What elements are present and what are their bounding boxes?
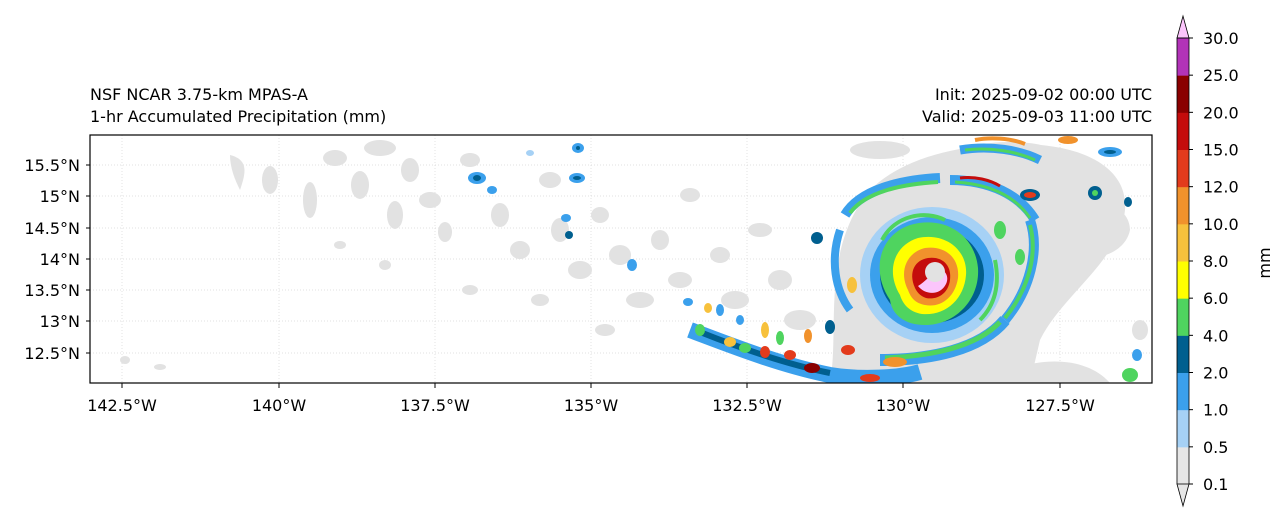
colorbar-tick-label: 2.0 bbox=[1203, 364, 1228, 383]
colorbar-segment bbox=[1177, 261, 1189, 299]
colorbar-segment bbox=[1177, 75, 1189, 113]
colorbar-tick-label: 0.1 bbox=[1203, 475, 1228, 494]
lon-tick-label: 132.5°W bbox=[712, 396, 782, 415]
lat-tick-label: 15°N bbox=[40, 187, 80, 206]
lat-tick-label: 13.5°N bbox=[24, 281, 80, 300]
colorbar-tick-label: 15.0 bbox=[1203, 141, 1239, 160]
colorbar-segment bbox=[1177, 223, 1189, 262]
colorbar-segment bbox=[1177, 409, 1189, 448]
colorbar-extend-min bbox=[1176, 483, 1190, 508]
colorbar-segment bbox=[1177, 335, 1189, 373]
lon-tick-label: 137.5°W bbox=[400, 396, 470, 415]
lat-tick-label: 12.5°N bbox=[24, 344, 80, 363]
lat-tick-label: 13°N bbox=[40, 312, 80, 331]
colorbar-tick-label: 4.0 bbox=[1203, 326, 1228, 345]
colorbar-tick-label: 0.5 bbox=[1203, 438, 1228, 457]
lat-tick-label: 14.5°N bbox=[24, 219, 80, 238]
map-panel bbox=[89, 134, 1153, 384]
colorbar-segment bbox=[1177, 186, 1189, 225]
valid-time: Valid: 2025-09-03 11:00 UTC bbox=[921, 107, 1152, 126]
lat-axis: 15.5°N 15°N 14.5°N 14°N 13.5°N 13°N 12.5… bbox=[24, 156, 90, 363]
colorbar-segment bbox=[1177, 372, 1189, 411]
colorbar-extend-max bbox=[1176, 14, 1190, 39]
colorbar-tick-label: 30.0 bbox=[1203, 29, 1239, 48]
lon-tick-label: 140°W bbox=[252, 396, 307, 415]
lon-tick-label: 135°W bbox=[564, 396, 619, 415]
colorbar-unit-label: mm bbox=[1255, 247, 1274, 278]
precip-rainband-outer bbox=[860, 207, 1004, 343]
colorbar-segment bbox=[1177, 112, 1189, 150]
title-right: Init: 2025-09-02 00:00 UTC Valid: 2025-0… bbox=[922, 84, 1152, 128]
colorbar-tick-label: 6.0 bbox=[1203, 289, 1228, 308]
colorbar: 0.1 0.5 1.0 2.0 4.0 6.0 8.0 10.0 12.0 15.0 20.0 25.… bbox=[1176, 14, 1239, 508]
lon-tick-label: 142.5°W bbox=[87, 396, 157, 415]
colorbar-tick-label: 1.0 bbox=[1203, 401, 1228, 420]
colorbar-tick-label: 12.0 bbox=[1203, 178, 1239, 197]
title-left: NSF NCAR 3.75-km MPAS-A 1-hr Accumulated… bbox=[90, 84, 386, 128]
colorbar-segment bbox=[1177, 149, 1189, 188]
colorbar-tick-label: 25.0 bbox=[1203, 66, 1239, 85]
init-time: Init: 2025-09-02 00:00 UTC bbox=[934, 85, 1152, 104]
colorbar-segment bbox=[1177, 298, 1189, 336]
lon-tick-label: 127.5°W bbox=[1025, 396, 1095, 415]
model-name: NSF NCAR 3.75-km MPAS-A bbox=[90, 85, 308, 104]
precip-scattered-cells bbox=[468, 143, 637, 271]
lon-tick-label: 130°W bbox=[876, 396, 931, 415]
colorbar-segment bbox=[1177, 446, 1189, 485]
field-name: 1-hr Accumulated Precipitation (mm) bbox=[90, 107, 387, 126]
lat-tick-label: 14°N bbox=[40, 250, 80, 269]
colorbar-tick-label: 8.0 bbox=[1203, 252, 1228, 271]
precip-southwest-band bbox=[683, 298, 923, 383]
colorbar-segment bbox=[1177, 38, 1189, 76]
lon-axis: 142.5°W 140°W 137.5°W 135°W 132.5°W 130°… bbox=[87, 383, 1095, 415]
colorbar-tick-label: 20.0 bbox=[1203, 103, 1239, 122]
colorbar-tick-label: 10.0 bbox=[1203, 215, 1239, 234]
lat-tick-label: 15.5°N bbox=[24, 156, 80, 175]
